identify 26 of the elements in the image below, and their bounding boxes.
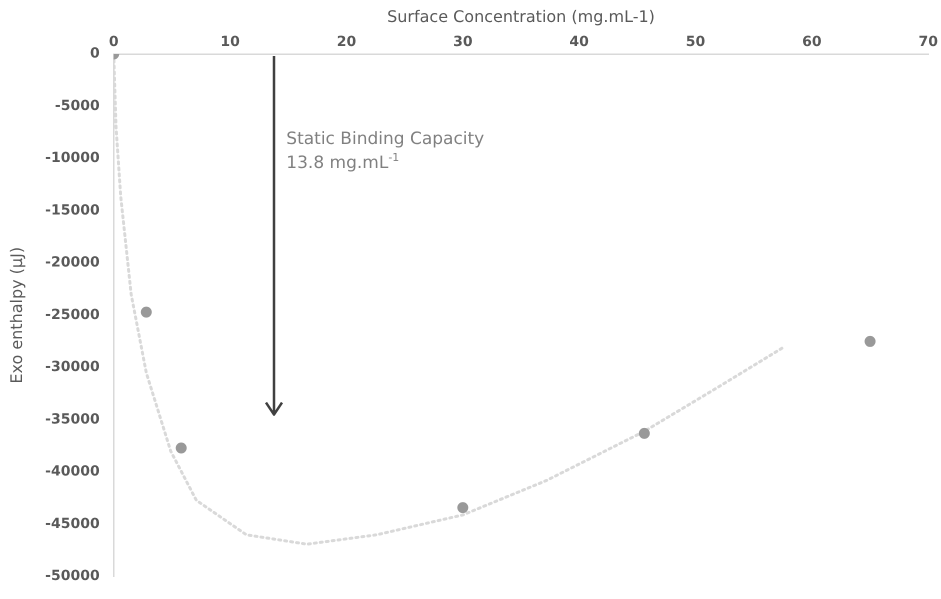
y-axis-title: Exo enthalpy (µJ) bbox=[6, 246, 26, 384]
point bbox=[140, 306, 152, 318]
y-tick-label: -45000 bbox=[45, 516, 100, 532]
x-tick-label: 0 bbox=[108, 34, 119, 50]
x-tick-label: 50 bbox=[686, 34, 706, 50]
point bbox=[176, 442, 187, 454]
y-tick-label: -30000 bbox=[45, 359, 100, 376]
point bbox=[638, 428, 650, 439]
point bbox=[864, 336, 876, 347]
x-tick-label: 30 bbox=[453, 34, 473, 50]
x-tick-label: 20 bbox=[336, 34, 356, 50]
x-tick-label: 60 bbox=[802, 34, 822, 50]
y-tick-label: -40000 bbox=[45, 464, 100, 480]
point bbox=[457, 502, 468, 514]
y-tick-label: -25000 bbox=[45, 306, 100, 323]
x-tick-label: 70 bbox=[918, 34, 938, 50]
x-tick-label: 10 bbox=[220, 34, 240, 50]
x-axis-title: Surface Concentration (mg.mL-1) bbox=[387, 6, 655, 26]
y-tick-label: -20000 bbox=[45, 254, 100, 271]
y-tick-label: -10000 bbox=[45, 150, 100, 166]
y-tick-label: -35000 bbox=[45, 411, 100, 428]
y-tick-label: -50000 bbox=[45, 568, 100, 584]
y-tick-label: -15000 bbox=[45, 202, 100, 218]
x-tick-label: 40 bbox=[569, 34, 590, 50]
y-tick-label: -5000 bbox=[54, 98, 100, 114]
y-tick-label: 0 bbox=[90, 46, 100, 62]
